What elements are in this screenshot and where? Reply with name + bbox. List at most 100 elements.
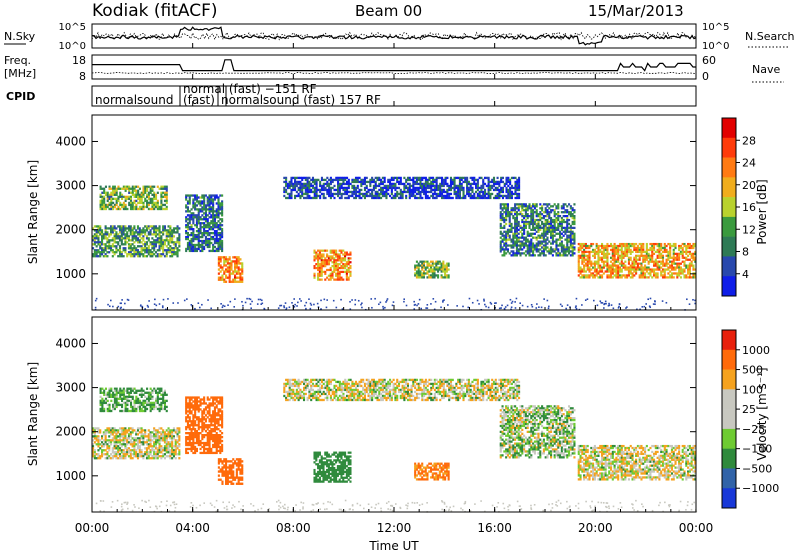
power-echo-cell <box>606 242 609 246</box>
power-echo-cell <box>345 270 348 274</box>
power-echo-cell <box>514 220 517 224</box>
power-echo-cell <box>551 224 554 228</box>
power-echo-cell <box>374 196 377 200</box>
power-echo-cell <box>212 247 215 251</box>
power-echo-cell <box>97 255 100 258</box>
power-echo-cell <box>337 184 340 188</box>
power-echo-cell <box>145 241 149 244</box>
power-echo-cell <box>195 200 198 203</box>
power-echo-cell <box>473 192 476 196</box>
power-echo-cell <box>626 254 629 257</box>
power-echo-cell <box>645 254 648 257</box>
power-echo-cell <box>374 194 377 198</box>
power-echo-cell <box>201 231 204 235</box>
power-echo-cell <box>212 231 215 235</box>
power-echo-cell <box>111 231 114 234</box>
power-echo-cell <box>499 207 502 210</box>
power-echo-cell <box>503 244 506 247</box>
power-echo-cell <box>304 192 307 196</box>
power-echo-cell <box>480 176 483 180</box>
power-scatter-point <box>608 302 610 305</box>
velocity-echo-cell <box>149 457 152 460</box>
power-echo-cell <box>444 182 447 186</box>
power-echo-cell <box>661 258 665 261</box>
power-echo-cell <box>140 201 143 205</box>
power-echo-cell <box>306 196 309 200</box>
power-echo-field <box>92 176 697 311</box>
power-echo-cell <box>423 182 426 186</box>
power-echo-cell <box>169 225 172 228</box>
power-echo-cell <box>324 182 327 186</box>
power-echo-cell <box>652 274 656 277</box>
power-echo-cell <box>640 268 643 271</box>
power-echo-cell <box>615 250 618 254</box>
power-echo-cell <box>670 260 673 263</box>
power-echo-cell <box>147 253 150 256</box>
power-echo-cell <box>466 184 469 188</box>
power-echo-cell <box>499 246 502 249</box>
power-scatter-point <box>487 306 490 309</box>
power-echo-cell <box>206 224 209 227</box>
power-echo-cell <box>113 189 116 192</box>
velocity-echo-cell <box>118 443 122 446</box>
power-echo-cell <box>221 204 224 207</box>
power-echo-cell <box>615 274 618 277</box>
power-echo-cell <box>548 222 551 226</box>
power-echo-cell <box>683 260 686 263</box>
velocity-echo-cell <box>147 445 150 448</box>
power-echo-cell <box>524 215 527 218</box>
power-echo-cell <box>414 274 417 277</box>
power-echo-cell <box>103 197 106 201</box>
velocity-echo-cell <box>115 445 118 448</box>
power-echo-cell <box>138 195 141 199</box>
power-echo-cell <box>144 197 147 201</box>
power-echo-cell <box>219 235 222 239</box>
power-echo-cell <box>311 180 315 184</box>
velocity-echo-cell <box>145 455 149 458</box>
velocity-echo-cell <box>142 437 145 440</box>
power-echo-cell <box>530 234 533 237</box>
power-echo-cell <box>583 256 586 259</box>
power-echo-cell <box>365 194 368 198</box>
power-echo-cell <box>467 180 470 184</box>
power-echo-cell <box>104 225 107 228</box>
power-echo-cell <box>647 266 650 269</box>
power-echo-cell <box>304 186 307 190</box>
power-echo-cell <box>442 196 445 200</box>
velocity-echo-cell <box>113 455 116 458</box>
power-echo-cell <box>435 264 438 267</box>
power-scatter-point <box>392 301 395 303</box>
power-echo-cell <box>517 228 520 231</box>
power-echo-cell <box>496 186 499 190</box>
power-echo-cell <box>109 225 113 228</box>
power-echo-cell <box>537 222 540 226</box>
power-echo-cell <box>642 260 645 263</box>
power-echo-cell <box>645 252 648 256</box>
velocity-echo-cell <box>100 437 104 440</box>
power-echo-cell <box>104 245 107 248</box>
power-scatter-point <box>575 297 578 300</box>
power-echo-cell <box>629 266 632 269</box>
power-echo-cell <box>553 230 556 233</box>
power-echo-cell <box>234 264 237 267</box>
power-echo-cell <box>353 188 356 192</box>
power-echo-cell <box>221 239 224 243</box>
power-scatter-point <box>283 305 285 307</box>
power-echo-cell <box>228 272 231 275</box>
power-echo-cell <box>215 202 218 205</box>
velocity-echo-cell <box>131 427 134 430</box>
power-echo-cell <box>349 266 352 270</box>
velocity-echo-cell <box>154 437 158 440</box>
power-echo-cell <box>606 252 609 256</box>
power-echo-cell <box>485 192 488 196</box>
power-echo-cell <box>135 251 138 254</box>
power-scatter-point <box>374 297 376 300</box>
power-echo-cell <box>485 196 488 200</box>
power-scatter-point <box>575 305 577 307</box>
power-echo-cell <box>237 268 240 271</box>
power-echo-cell <box>186 214 190 217</box>
power-echo-cell <box>440 176 444 180</box>
power-echo-cell <box>518 192 521 196</box>
power-echo-cell <box>171 233 174 236</box>
power-echo-cell <box>306 180 309 184</box>
